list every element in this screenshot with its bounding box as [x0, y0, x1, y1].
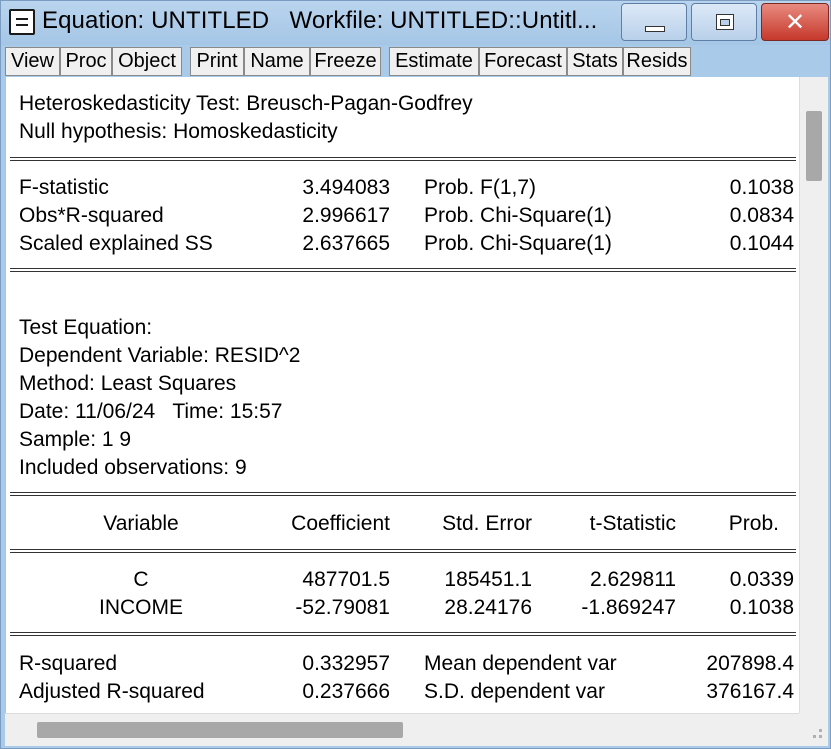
summary-label: S.D. dependent var	[424, 680, 605, 703]
divider	[10, 635, 796, 636]
prob-label: Prob. Chi-Square(1)	[424, 204, 612, 227]
coef-value: 487701.5	[302, 568, 390, 591]
divider	[10, 271, 796, 272]
column-header: Prob.	[728, 512, 779, 535]
name-button[interactable]: Name	[244, 47, 310, 76]
prob-label: Prob. F(1,7)	[424, 176, 537, 199]
divider	[10, 160, 796, 161]
test-equation-line: Sample: 1 9	[19, 428, 132, 451]
divider	[10, 632, 796, 633]
prob-value: 0.1044	[729, 232, 794, 255]
output-pane: Heteroskedasticity Test: Breusch-Pagan-G…	[5, 77, 800, 713]
divider	[10, 549, 796, 550]
proc-button[interactable]: Proc	[60, 47, 112, 76]
coef-value: -52.79081	[295, 596, 390, 619]
test-equation-line: Dependent Variable: RESID^2	[19, 344, 301, 367]
minimize-button[interactable]	[621, 3, 687, 41]
forecast-button[interactable]: Forecast	[479, 47, 567, 76]
title-bar[interactable]: Equation: UNTITLED Workfile: UNTITLED::U…	[1, 1, 830, 45]
t-stat-value: 2.629811	[589, 568, 676, 591]
maximize-button[interactable]	[691, 3, 757, 41]
summary-label: Adjusted R-squared	[19, 680, 205, 703]
column-header: Std. Error	[442, 512, 532, 535]
close-button[interactable]: ✕	[761, 3, 829, 41]
toolbar: View Proc Object Print Name Freeze Estim…	[5, 46, 825, 77]
null-hypothesis: Null hypothesis: Homoskedasticity	[19, 120, 338, 143]
vertical-scrollbar[interactable]	[799, 77, 828, 713]
horizontal-scrollbar[interactable]	[5, 713, 799, 746]
stat-label: F-statistic	[19, 176, 109, 199]
column-header: Variable	[103, 512, 179, 535]
stat-label: Obs*R-squared	[19, 204, 164, 227]
resize-grip-icon[interactable]	[799, 713, 828, 746]
stat-value: 3.494083	[302, 176, 390, 199]
std-error-value: 185451.1	[444, 568, 532, 591]
summary-label: Mean dependent var	[424, 652, 617, 675]
test-equation-line: Method: Least Squares	[19, 372, 237, 395]
minimize-icon	[645, 26, 665, 32]
summary-label: R-squared	[19, 652, 118, 675]
test-equation-line: Included observations: 9	[19, 456, 247, 479]
prob-label: Prob. Chi-Square(1)	[424, 232, 612, 255]
stats-button[interactable]: Stats	[567, 47, 623, 76]
column-header: Coefficient	[291, 512, 390, 535]
divider	[10, 552, 796, 553]
resids-button[interactable]: Resids	[623, 47, 691, 76]
view-button[interactable]: View	[5, 47, 60, 76]
test-title: Heteroskedasticity Test: Breusch-Pagan-G…	[19, 92, 473, 115]
test-equation-line: Test Equation:	[19, 316, 153, 339]
prob-value: 0.0339	[729, 568, 794, 591]
test-equation-line: Date: 11/06/24 Time: 15:57	[19, 400, 283, 423]
prob-value: 0.1038	[729, 596, 794, 619]
divider	[10, 492, 796, 493]
stat-value: 2.996617	[302, 204, 390, 227]
vertical-scroll-thumb[interactable]	[806, 111, 822, 181]
coef-variable: INCOME	[99, 596, 183, 619]
object-button[interactable]: Object	[112, 47, 182, 76]
prob-value: 0.1038	[729, 176, 794, 199]
stat-label: Scaled explained SS	[19, 232, 213, 255]
prob-value: 0.0834	[729, 204, 794, 227]
summary-value: 0.332957	[302, 652, 390, 675]
window-title: Equation: UNTITLED Workfile: UNTITLED::U…	[42, 7, 598, 34]
freeze-button[interactable]: Freeze	[310, 47, 381, 76]
std-error-value: 28.24176	[444, 596, 532, 619]
divider	[10, 268, 796, 269]
coef-variable: C	[133, 568, 149, 591]
restore-icon	[716, 14, 734, 30]
horizontal-scroll-thumb[interactable]	[37, 722, 403, 738]
system-menu-icon[interactable]	[9, 9, 35, 35]
column-header: t-Statistic	[589, 512, 676, 535]
summary-value: 207898.4	[706, 652, 794, 675]
close-icon: ✕	[784, 8, 806, 36]
divider	[10, 157, 796, 158]
divider	[10, 495, 796, 496]
estimate-button[interactable]: Estimate	[389, 47, 479, 76]
stat-value: 2.637665	[302, 232, 390, 255]
summary-value: 0.237666	[302, 680, 390, 703]
t-stat-value: -1.869247	[581, 596, 676, 619]
summary-value: 376167.4	[706, 680, 794, 703]
print-button[interactable]: Print	[190, 47, 244, 76]
